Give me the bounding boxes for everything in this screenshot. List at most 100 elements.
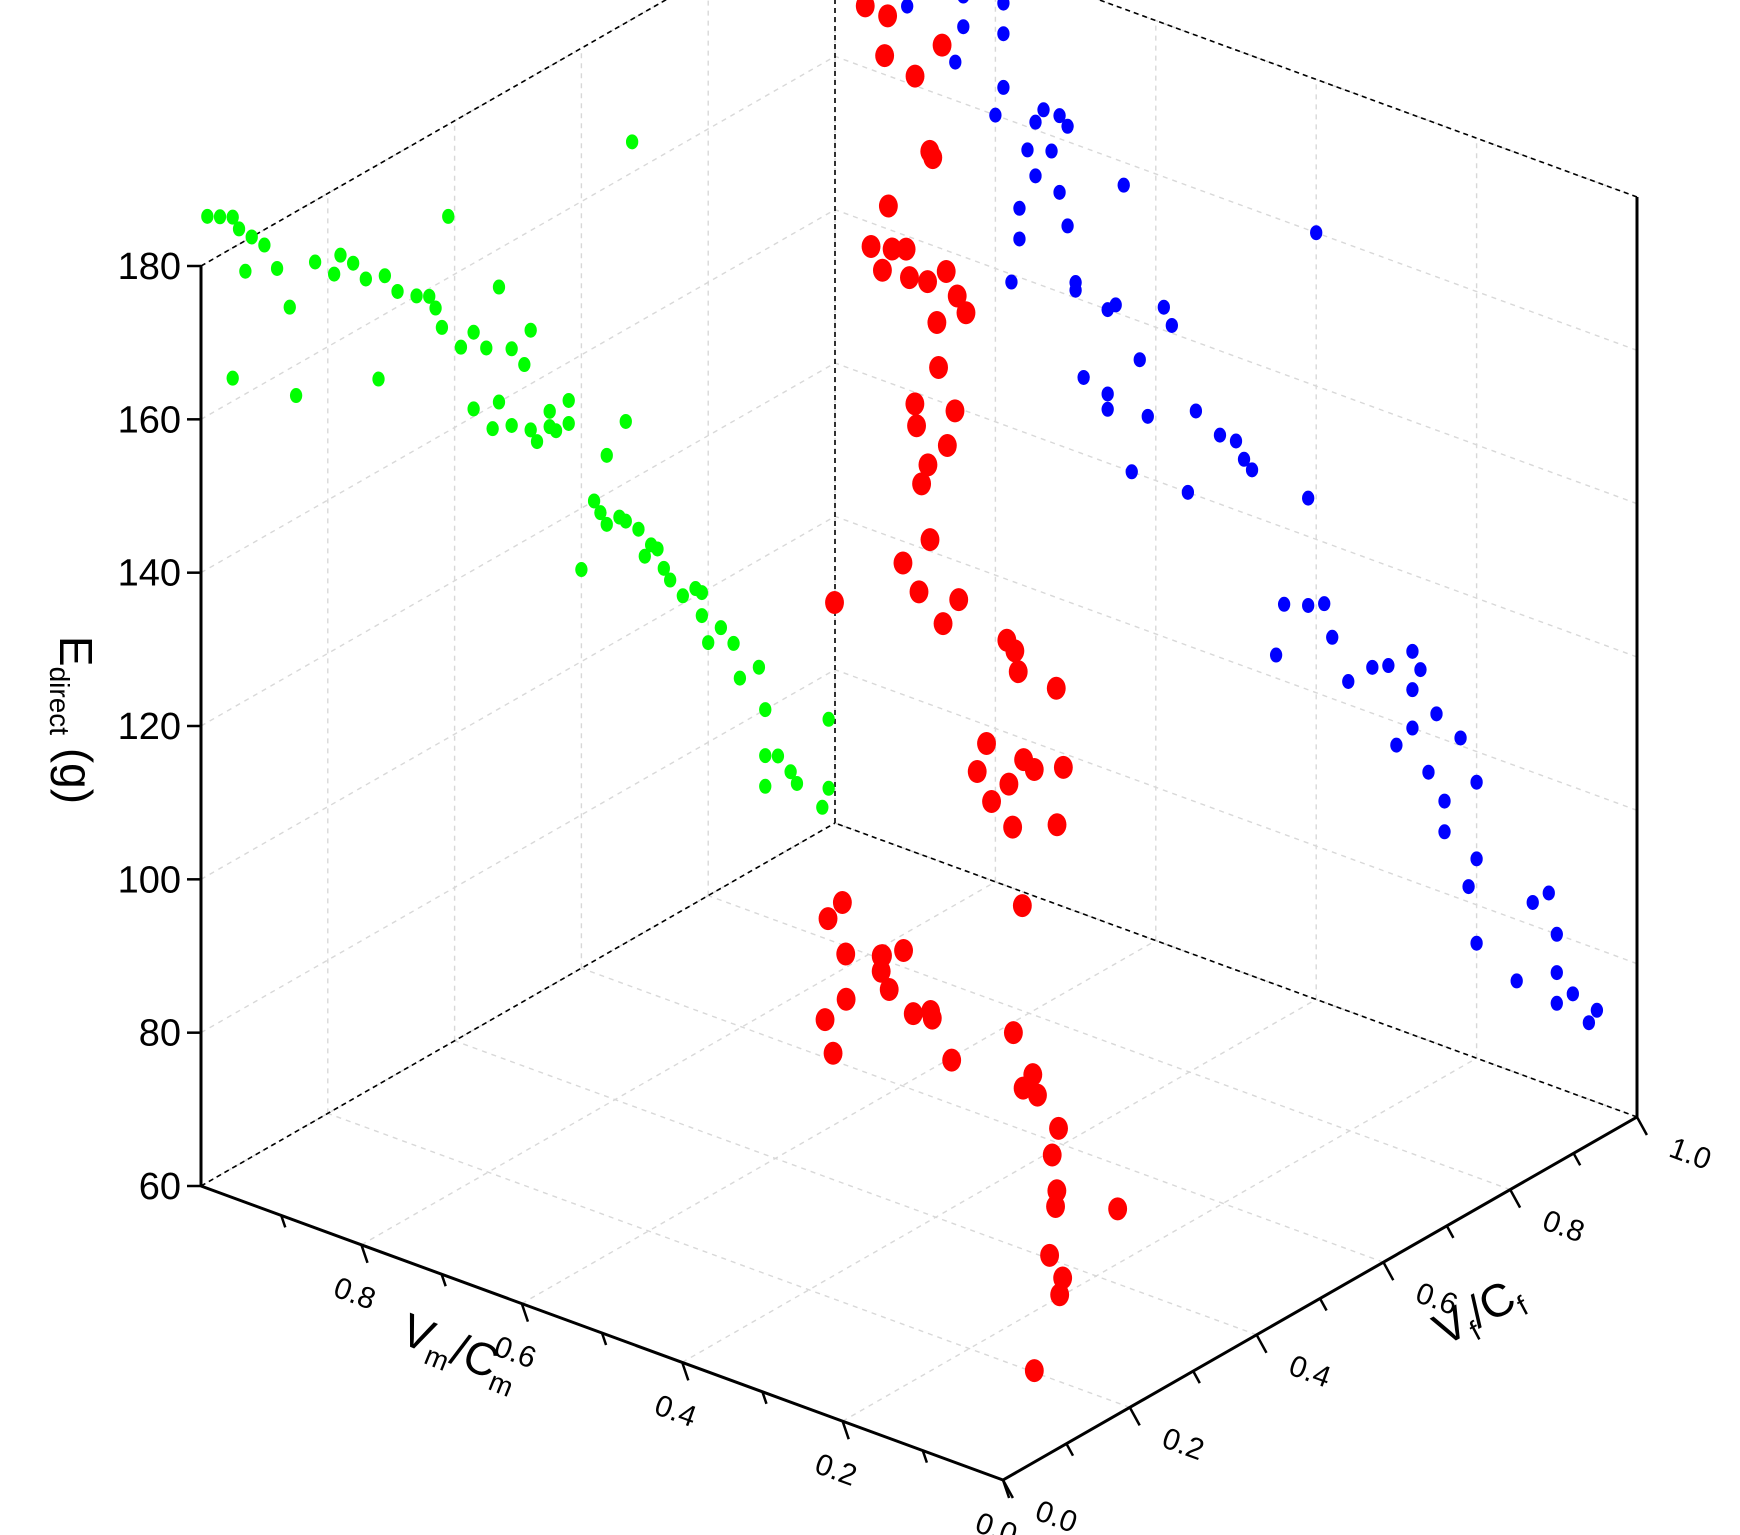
y-tick	[1001, 1479, 1014, 1499]
data-point	[1550, 926, 1563, 942]
data-point	[1008, 660, 1028, 684]
data-point	[1302, 597, 1315, 613]
x-tick	[360, 1244, 369, 1264]
data-point	[1318, 596, 1331, 612]
data-point	[901, 0, 914, 14]
data-point	[562, 415, 575, 431]
data-point	[878, 4, 898, 28]
data-point	[1101, 302, 1114, 318]
data-point	[918, 270, 937, 294]
data-point	[378, 268, 392, 284]
data-point	[245, 229, 258, 245]
data-point	[1302, 490, 1315, 506]
data-point	[1582, 1015, 1596, 1031]
y-tick	[1065, 1443, 1075, 1457]
data-point	[945, 399, 965, 423]
wall-gridline	[200, 362, 836, 727]
data-point	[1023, 1063, 1043, 1087]
data-point	[327, 266, 341, 282]
z-tick-label: 140	[118, 553, 181, 595]
data-point	[1542, 885, 1555, 901]
data-point	[999, 772, 1019, 796]
wall-gridline	[834, 515, 1638, 811]
data-point	[467, 401, 480, 417]
data-point	[600, 516, 613, 532]
floor-gridline	[581, 967, 1384, 1263]
data-point	[1550, 965, 1563, 981]
data-point	[1245, 462, 1259, 478]
floor-gridline	[707, 894, 1511, 1191]
wall-gridline	[834, 55, 1638, 351]
data-point	[239, 263, 252, 279]
wall-gridline	[834, 669, 1638, 965]
data-point	[347, 255, 360, 271]
z-tick-label: 120	[118, 706, 181, 748]
data-point	[949, 588, 969, 612]
data-point	[1366, 659, 1379, 675]
data-point	[1042, 1143, 1062, 1167]
x-tick	[600, 1332, 608, 1346]
data-point	[619, 413, 632, 429]
data-point	[695, 608, 709, 624]
data-point	[1003, 815, 1023, 839]
data-point	[423, 288, 436, 304]
data-point	[1526, 894, 1539, 910]
data-point	[1277, 596, 1291, 612]
data-point	[1049, 1116, 1068, 1140]
data-point	[492, 279, 506, 295]
data-point	[308, 254, 322, 270]
y-tick	[1509, 1188, 1522, 1209]
data-point	[958, 0, 969, 4]
box-edge	[200, 822, 836, 1187]
data-point	[1069, 275, 1082, 291]
data-point	[524, 422, 537, 438]
data-point	[1046, 676, 1066, 700]
series-2	[201, 134, 835, 815]
data-point	[1406, 720, 1419, 736]
data-point	[1061, 218, 1074, 234]
data-point	[920, 528, 940, 552]
data-point	[1213, 427, 1227, 443]
data-point	[1422, 764, 1435, 780]
data-point	[201, 208, 214, 224]
data-point	[1013, 200, 1026, 216]
axes	[187, 197, 1648, 1499]
data-point	[518, 357, 531, 373]
wall-gridline	[834, 362, 1638, 658]
x-tick-label: 0.0	[971, 1506, 1021, 1535]
data-point	[1024, 1359, 1044, 1383]
data-point	[977, 731, 996, 755]
data-point	[909, 580, 929, 604]
data-point	[942, 1048, 962, 1072]
data-point	[689, 581, 702, 597]
data-point	[480, 340, 493, 356]
data-point	[733, 670, 747, 686]
data-point	[1438, 824, 1451, 840]
data-point	[289, 388, 303, 404]
data-point	[702, 635, 715, 651]
y-axis-title: Vf/Cf	[1425, 1266, 1534, 1361]
data-point	[771, 748, 785, 764]
y-tick	[1318, 1297, 1328, 1312]
data-point	[1012, 894, 1032, 918]
z-tick-label: 160	[118, 399, 181, 441]
z-tick-label: 80	[139, 1013, 181, 1055]
data-point	[1310, 225, 1323, 241]
data-point	[467, 324, 480, 340]
data-point	[921, 1000, 941, 1024]
data-point	[1053, 108, 1066, 124]
floor-gridline	[454, 1040, 1257, 1336]
series-0	[901, 0, 1604, 1031]
wall-gridline	[200, 209, 836, 574]
data-point	[997, 0, 1010, 11]
data-point	[929, 355, 948, 379]
data-point	[625, 134, 639, 150]
data-point	[226, 370, 239, 386]
data-point	[644, 537, 658, 553]
gridlines	[200, 0, 1638, 1481]
x-tick	[761, 1391, 768, 1405]
z-axis-title: Edirect (g)	[44, 636, 102, 804]
data-point	[492, 394, 506, 410]
x-tick	[921, 1450, 929, 1464]
data-point	[873, 944, 892, 968]
